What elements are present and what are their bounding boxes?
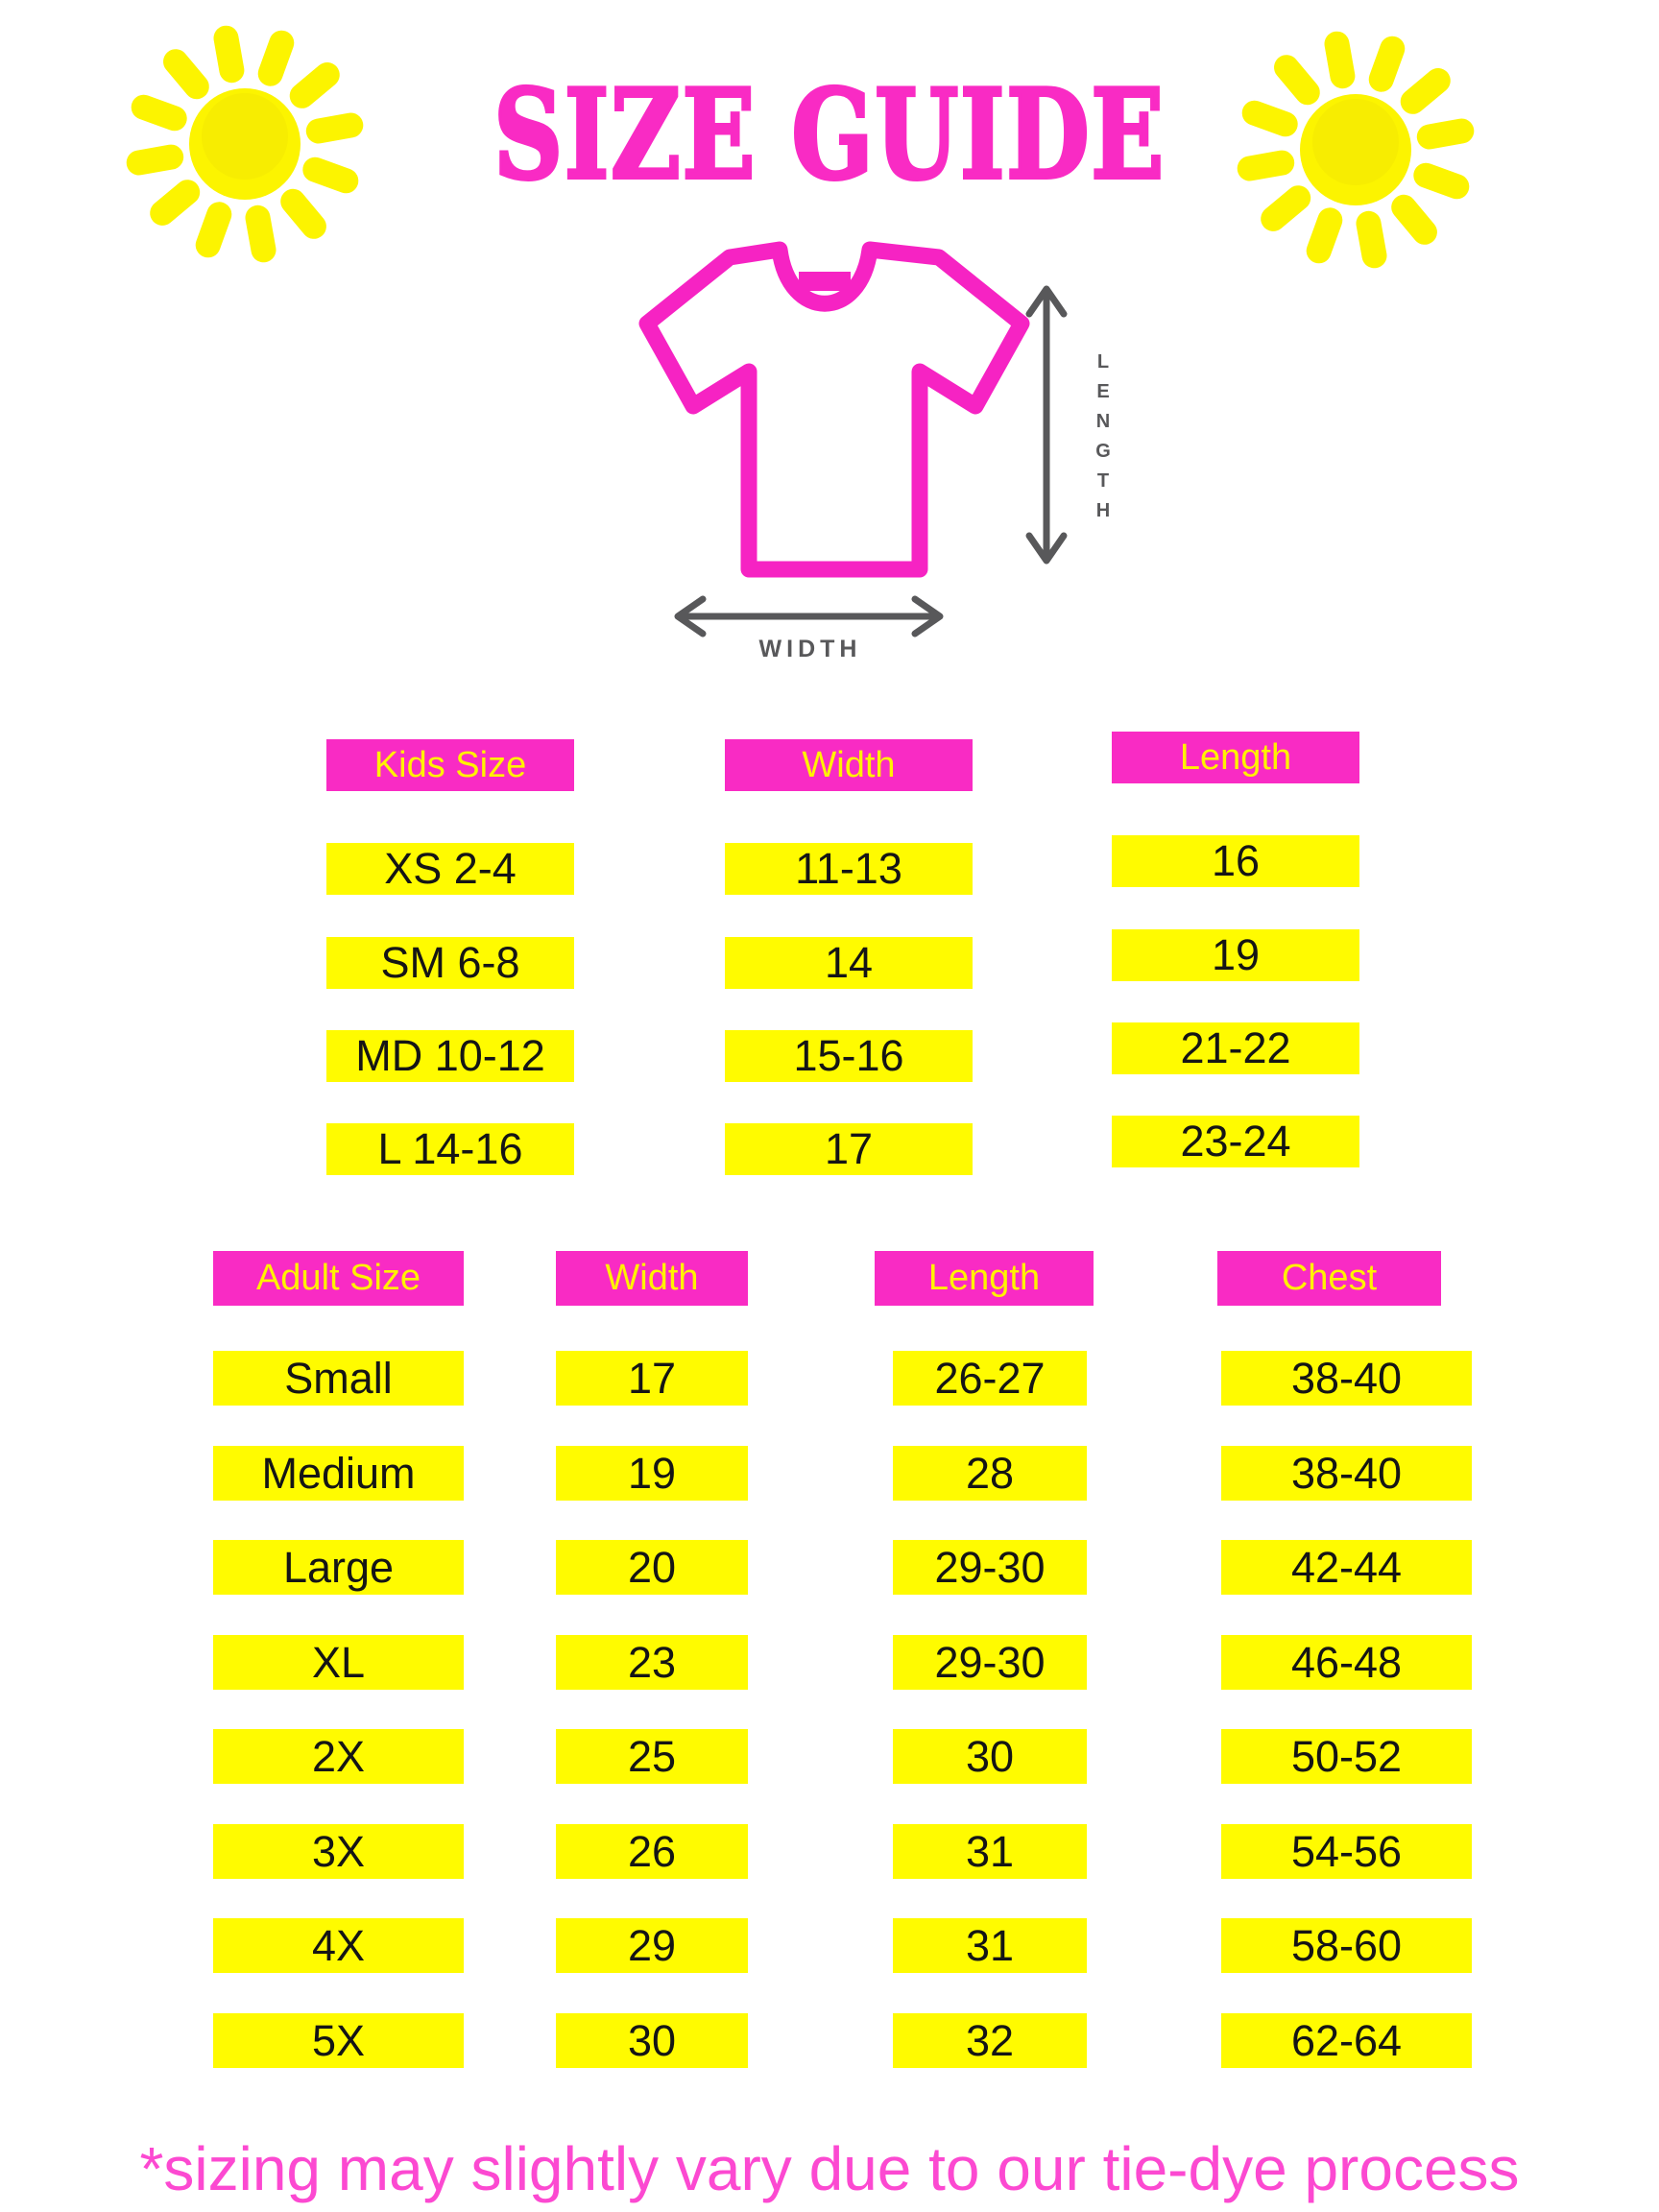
- page-title: SIZE GUIDE: [493, 61, 1166, 209]
- adult-width-cell: 19: [556, 1446, 748, 1501]
- adult-width-cell: 23: [556, 1635, 748, 1690]
- adult-length-cell: 31: [893, 1824, 1087, 1879]
- tshirt-outline-icon: [638, 241, 1030, 578]
- sun-rays: [126, 25, 364, 263]
- adult-length-header: Length: [875, 1251, 1094, 1306]
- kids-width-cell: 11-13: [725, 843, 973, 895]
- sizing-note: *sizing may slightly vary due to our tie…: [139, 2134, 1520, 2203]
- kids-size-cell: MD 10-12: [326, 1030, 574, 1082]
- adult-width-cell: 29: [556, 1918, 748, 1973]
- adult-length-cell: 29-30: [893, 1635, 1087, 1690]
- collar-tag: [799, 272, 851, 291]
- length-arrow-icon: [1025, 285, 1068, 565]
- kids-width-cell: 15-16: [725, 1030, 973, 1082]
- kids-length-cell: 19: [1112, 929, 1359, 981]
- kids-size-cell: L 14-16: [326, 1123, 574, 1175]
- kids-width-cell: 14: [725, 937, 973, 989]
- adult-chest-header: Chest: [1217, 1251, 1441, 1306]
- adult-length-cell: 32: [893, 2013, 1087, 2068]
- sun-icon: [126, 25, 364, 263]
- kids-length-cell: 23-24: [1112, 1116, 1359, 1167]
- kids-size-header: Kids Size: [326, 739, 574, 791]
- adult-chest-cell: 38-40: [1221, 1446, 1472, 1501]
- sun-inner-shade: [1312, 99, 1399, 185]
- adult-width-cell: 17: [556, 1351, 748, 1406]
- adult-chest-cell: 54-56: [1221, 1824, 1472, 1879]
- adult-size-cell: 3X: [213, 1824, 464, 1879]
- tshirt-measurement-diagram: [638, 241, 1068, 637]
- adult-size-cell: 5X: [213, 2013, 464, 2068]
- adult-size-cell: Large: [213, 1540, 464, 1595]
- kids-width-cell: 17: [725, 1123, 973, 1175]
- sun-inner-shade: [202, 93, 288, 180]
- adult-size-cell: 4X: [213, 1918, 464, 1973]
- sun-icon: [1237, 31, 1475, 269]
- kids-width-header: Width: [725, 739, 973, 791]
- kids-size-cell: XS 2-4: [326, 843, 574, 895]
- adult-length-cell: 26-27: [893, 1351, 1087, 1406]
- kids-size-cell: SM 6-8: [326, 937, 574, 989]
- kids-length-header: Length: [1112, 732, 1359, 783]
- adult-chest-cell: 62-64: [1221, 2013, 1472, 2068]
- adult-width-cell: 26: [556, 1824, 748, 1879]
- adult-chest-cell: 38-40: [1221, 1351, 1472, 1406]
- width-arrow-icon: [674, 595, 944, 637]
- adult-size-header: Adult Size: [213, 1251, 464, 1306]
- adult-chest-cell: 46-48: [1221, 1635, 1472, 1690]
- width-label: WIDTH: [758, 636, 862, 662]
- sun-rays: [1237, 31, 1475, 269]
- adult-length-cell: 30: [893, 1729, 1087, 1784]
- adult-length-cell: 31: [893, 1918, 1087, 1973]
- adult-size-cell: 2X: [213, 1729, 464, 1784]
- adult-width-header: Width: [556, 1251, 748, 1306]
- adult-chest-cell: 50-52: [1221, 1729, 1472, 1784]
- adult-length-cell: 28: [893, 1446, 1087, 1501]
- adult-length-cell: 29-30: [893, 1540, 1087, 1595]
- adult-size-cell: Small: [213, 1351, 464, 1406]
- adult-size-cell: XL: [213, 1635, 464, 1690]
- adult-chest-cell: 42-44: [1221, 1540, 1472, 1595]
- adult-width-cell: 20: [556, 1540, 748, 1595]
- length-label: LENGTH: [1095, 351, 1111, 521]
- kids-length-cell: 16: [1112, 835, 1359, 887]
- adult-size-cell: Medium: [213, 1446, 464, 1501]
- adult-width-cell: 25: [556, 1729, 748, 1784]
- adult-chest-cell: 58-60: [1221, 1918, 1472, 1973]
- adult-width-cell: 30: [556, 2013, 748, 2068]
- kids-length-cell: 21-22: [1112, 1022, 1359, 1074]
